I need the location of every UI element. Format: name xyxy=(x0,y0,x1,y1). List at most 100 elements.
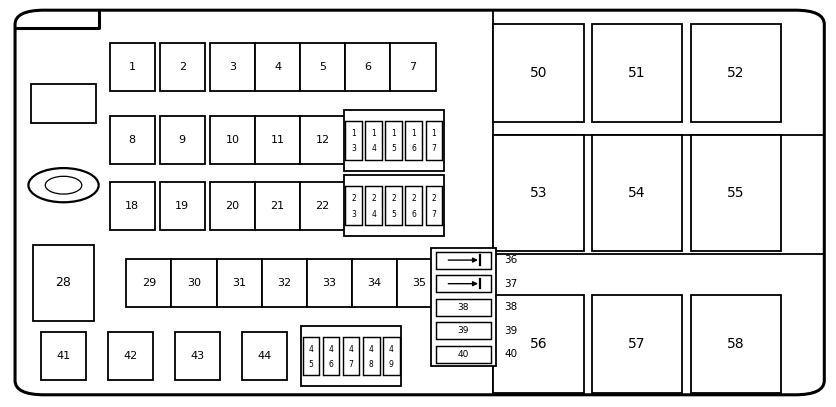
Bar xyxy=(426,186,442,225)
Bar xyxy=(493,295,584,393)
Bar xyxy=(210,116,255,164)
Bar xyxy=(345,43,390,91)
Text: 53: 53 xyxy=(530,186,547,200)
Bar xyxy=(405,186,422,225)
Bar xyxy=(110,43,155,91)
Text: 6: 6 xyxy=(411,144,416,153)
Text: 7: 7 xyxy=(431,144,436,153)
Bar xyxy=(210,182,255,230)
Bar xyxy=(365,186,382,225)
Bar xyxy=(160,182,205,230)
Bar xyxy=(493,135,584,251)
Bar xyxy=(344,110,444,171)
Text: 58: 58 xyxy=(726,337,745,351)
Text: 1: 1 xyxy=(129,62,135,72)
Text: 8: 8 xyxy=(129,136,135,145)
Bar xyxy=(426,121,442,160)
Text: 4: 4 xyxy=(329,345,334,354)
Text: 9: 9 xyxy=(389,360,394,369)
Bar xyxy=(255,182,300,230)
Text: 39: 39 xyxy=(457,326,469,335)
Bar xyxy=(691,135,781,251)
Bar xyxy=(242,332,287,380)
Text: 6: 6 xyxy=(364,62,371,72)
Bar xyxy=(110,182,155,230)
Text: 10: 10 xyxy=(226,136,239,145)
Text: 39: 39 xyxy=(504,326,517,336)
Bar xyxy=(175,332,220,380)
Bar xyxy=(343,337,359,375)
Bar xyxy=(210,43,255,91)
Text: 1: 1 xyxy=(411,129,416,138)
Text: 5: 5 xyxy=(391,144,396,153)
Text: 55: 55 xyxy=(727,186,744,200)
Bar xyxy=(345,121,362,160)
Text: 28: 28 xyxy=(56,276,71,289)
Text: 41: 41 xyxy=(57,351,70,361)
Bar xyxy=(691,24,781,122)
Text: 1: 1 xyxy=(371,129,376,138)
Bar xyxy=(592,135,682,251)
Text: 32: 32 xyxy=(278,278,291,288)
Text: 5: 5 xyxy=(391,210,396,219)
Text: 40: 40 xyxy=(504,350,517,359)
Bar xyxy=(300,182,345,230)
Bar xyxy=(160,116,205,164)
Text: 29: 29 xyxy=(141,278,156,288)
Bar xyxy=(32,85,95,123)
Bar xyxy=(431,248,496,366)
Text: 9: 9 xyxy=(179,136,186,145)
Bar xyxy=(436,252,491,269)
Text: 38: 38 xyxy=(504,302,517,312)
Text: 2: 2 xyxy=(411,194,416,203)
Text: 2: 2 xyxy=(351,194,356,203)
Bar xyxy=(255,116,300,164)
Text: 4: 4 xyxy=(349,345,354,354)
Text: 7: 7 xyxy=(410,62,416,72)
Bar xyxy=(405,121,422,160)
Bar xyxy=(303,337,319,375)
Bar xyxy=(385,186,402,225)
Text: 5: 5 xyxy=(319,62,326,72)
Text: 8: 8 xyxy=(369,360,374,369)
Text: 33: 33 xyxy=(323,278,336,288)
Text: 4: 4 xyxy=(371,144,376,153)
Text: 6: 6 xyxy=(329,360,334,369)
Text: 57: 57 xyxy=(629,337,645,351)
Bar xyxy=(307,259,352,307)
Text: 34: 34 xyxy=(368,278,381,288)
Text: 3: 3 xyxy=(351,144,356,153)
Text: 40: 40 xyxy=(457,350,469,359)
Text: 11: 11 xyxy=(271,136,284,145)
Text: 35: 35 xyxy=(413,278,426,288)
Bar xyxy=(385,121,402,160)
Text: 42: 42 xyxy=(123,351,138,361)
Text: 2: 2 xyxy=(431,194,436,203)
Bar xyxy=(397,259,442,307)
Text: 3: 3 xyxy=(229,62,236,72)
Text: 38: 38 xyxy=(457,303,469,312)
Bar xyxy=(262,259,307,307)
Bar xyxy=(390,43,436,91)
Text: 1: 1 xyxy=(351,129,356,138)
Bar xyxy=(41,332,86,380)
Bar xyxy=(436,275,491,292)
Bar xyxy=(110,116,155,164)
Bar xyxy=(436,322,491,339)
Text: 1: 1 xyxy=(391,129,396,138)
Text: 56: 56 xyxy=(529,337,548,351)
Text: 18: 18 xyxy=(125,201,139,210)
Text: 44: 44 xyxy=(257,351,272,361)
Bar xyxy=(300,116,345,164)
Text: 3: 3 xyxy=(351,210,356,219)
Text: 4: 4 xyxy=(371,210,376,219)
Bar xyxy=(365,121,382,160)
Text: 22: 22 xyxy=(315,201,330,210)
Text: 5: 5 xyxy=(308,360,314,369)
Bar xyxy=(493,24,584,122)
Bar xyxy=(352,259,397,307)
Bar xyxy=(300,43,345,91)
Bar xyxy=(345,186,362,225)
Text: 12: 12 xyxy=(316,136,329,145)
Bar xyxy=(108,332,153,380)
